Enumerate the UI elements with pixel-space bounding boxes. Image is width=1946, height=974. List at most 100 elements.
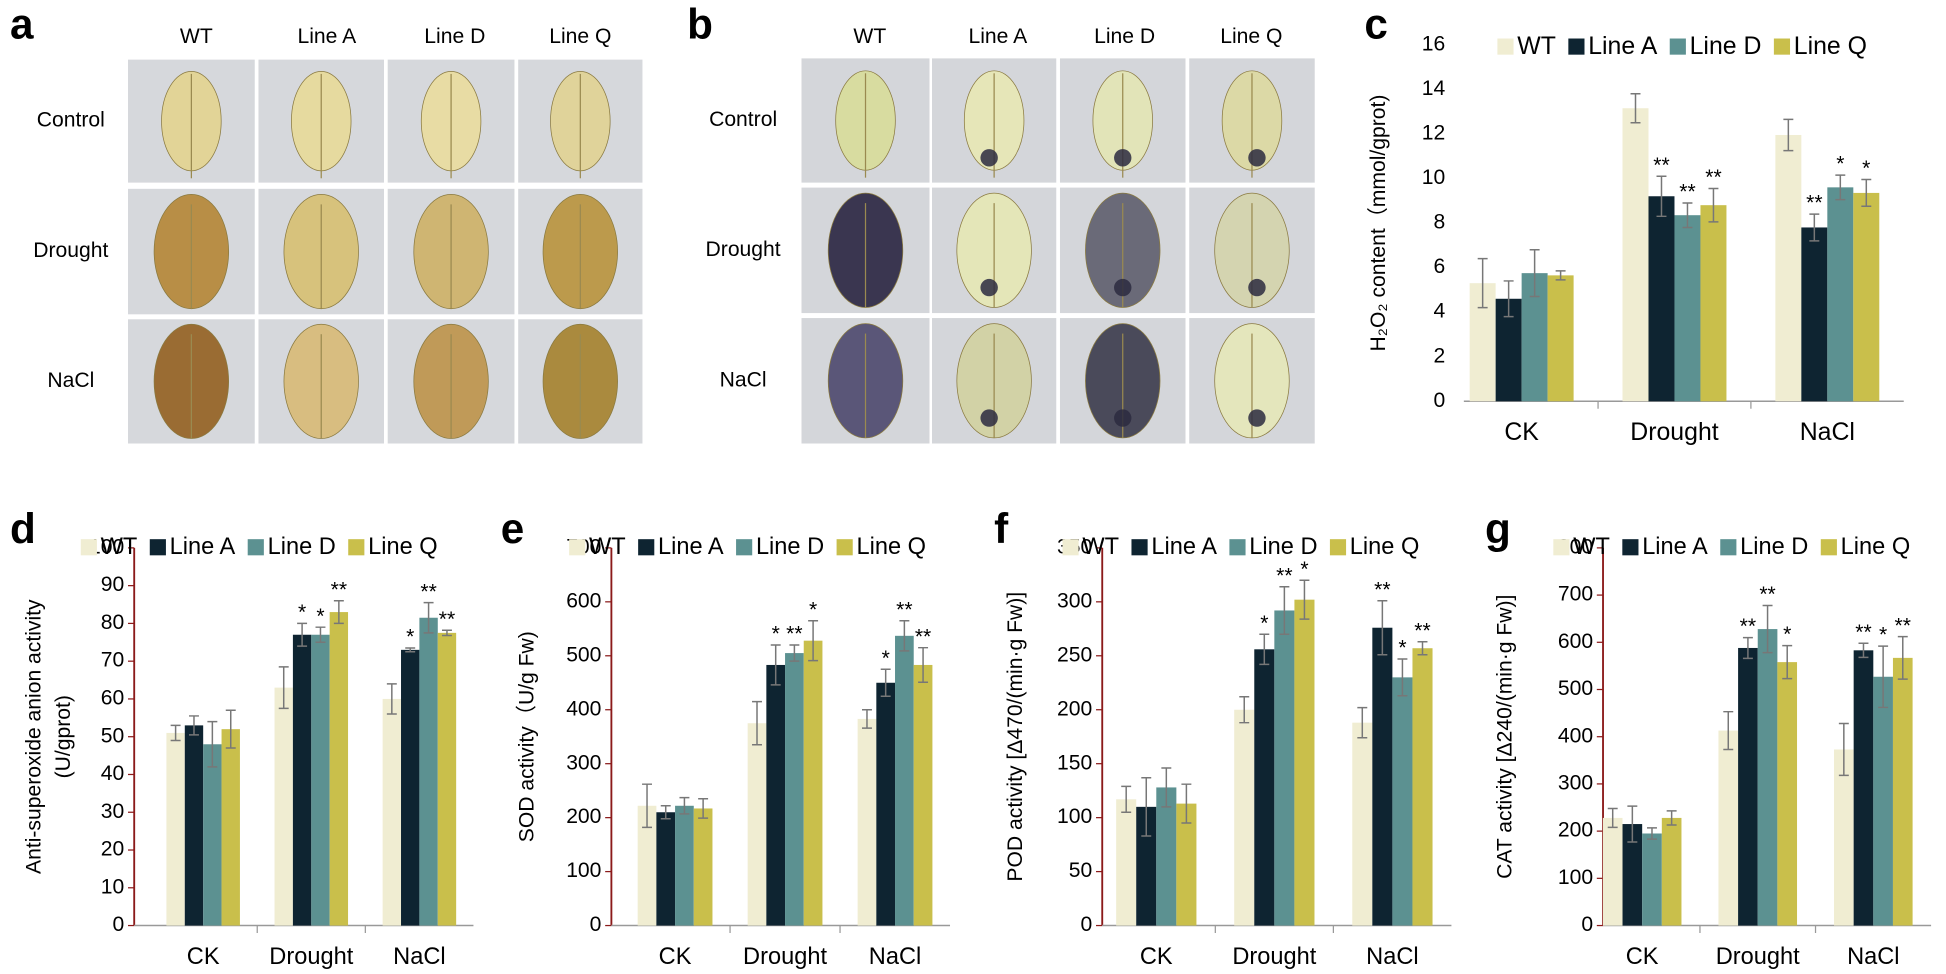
significance: * [1862,157,1870,180]
legend-label: Line D [1690,33,1762,60]
legend-label: Line D [1740,534,1808,560]
y-tick-label: 30 [101,800,124,823]
bar [913,664,933,926]
error-bar [642,783,652,829]
legend-label: Line A [1588,33,1658,60]
x-tick-label: CK [659,944,692,970]
bar [1738,647,1758,926]
legend-swatch [1229,539,1246,556]
significance: * [1836,153,1844,176]
legend-swatch [569,539,586,556]
legend-swatch [1669,38,1686,55]
y-tick-label: 40 [101,762,124,785]
significance: * [1398,637,1406,660]
y-tick-label: 200 [566,805,601,828]
y-axis-label: Anti-superoxide anion activity [22,599,45,874]
bar [437,632,457,926]
y-tick-label: 0 [1581,913,1593,936]
bar [637,805,657,926]
legend-label: WT [589,534,626,560]
error-bar [1607,807,1618,829]
error-bar [1835,174,1846,201]
legend-swatch [1062,539,1079,556]
significance: * [882,647,890,670]
bar [221,729,240,926]
panel-letter: b [687,0,713,47]
y-tick-label: 20 [101,838,124,861]
y-tick-label: 14 [1422,77,1446,100]
bar [203,744,222,926]
error-bar [1861,178,1872,208]
y-tick-label: 300 [1558,772,1593,795]
legend-swatch [1329,539,1347,556]
error-bar [1503,280,1514,318]
error-bar [1666,810,1677,826]
legend-swatch [80,539,97,556]
legend-swatch [247,539,264,556]
legend-label: WT [1573,534,1610,560]
x-tick-label: CK [1504,419,1539,446]
error-bar [207,720,218,768]
bar [274,687,293,926]
bar [1718,730,1739,926]
bar [1642,833,1662,926]
error-bar [1529,248,1540,298]
error-bar [1377,600,1388,656]
y-tick-label: 12 [1422,121,1445,144]
bar [1412,648,1433,926]
y-tick-label: 100 [1558,866,1593,889]
legend-label: Line Q [1350,534,1420,560]
column-label: Line D [424,25,485,48]
legend-swatch [1568,38,1585,55]
error-bar [1397,658,1408,697]
y-tick-label: 10 [1422,166,1445,189]
bar [1254,649,1275,926]
significance: ** [1855,621,1871,644]
error-bar [1259,633,1270,666]
bar [1648,196,1675,402]
x-tick-label: CK [187,944,220,970]
legend-label: Line A [1642,534,1708,560]
column-label: Line Q [549,25,611,48]
error-bar [862,708,872,729]
significance: ** [1895,614,1911,637]
x-tick-label: NaCl [1847,944,1899,970]
error-bar [1477,257,1488,309]
error-bar [1838,722,1849,777]
x-tick-label: NaCl [869,944,921,970]
legend-label: Line Q [1794,33,1867,60]
significance: ** [1705,166,1721,189]
significance: ** [439,608,455,631]
bar [1176,803,1197,926]
error-bar [880,668,891,697]
y-tick-label: 700 [1558,583,1593,606]
bar [1274,610,1295,926]
y-tick-label: 100 [1057,805,1092,828]
error-bar [1279,585,1290,635]
error-bar [1742,636,1753,660]
bar [1777,662,1798,926]
bar [1234,709,1255,926]
bar [803,640,823,926]
y-tick-label: 250 [1057,643,1092,666]
stain [1248,278,1266,297]
error-bar [752,700,762,746]
bar [1801,227,1828,402]
significance: ** [331,578,347,601]
y-axis-label: (U/gprot) [52,695,75,778]
bar [1853,650,1874,926]
bar [1892,657,1913,926]
significance: * [772,623,780,646]
bar [1674,215,1701,402]
error-bar [1141,776,1152,837]
stain [980,409,998,427]
stain [1114,409,1132,427]
y-tick-label: 0 [1433,389,1445,412]
legend-label: Line Q [368,534,438,560]
y-tick-label: 2 [1433,344,1445,367]
panel-letter: g [1485,505,1511,552]
error-bar [1858,642,1869,659]
bar [1392,677,1413,926]
y-axis-label: CAT activity [Δ240/(min·g Fw)] [1494,595,1517,879]
